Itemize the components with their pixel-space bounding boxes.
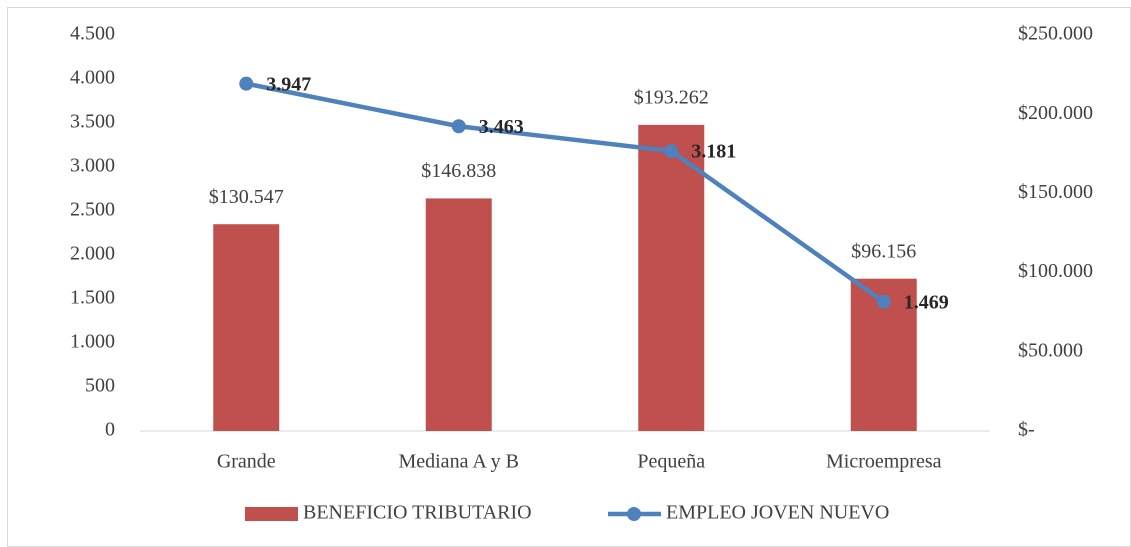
y-tick-label: 3.000: [70, 155, 115, 177]
bar-value-label: $146.838: [421, 160, 496, 182]
y-tick-label: 4.000: [70, 67, 115, 89]
y2-tick-label: $100.000: [1018, 260, 1093, 282]
line-value-label: 3.947: [266, 73, 311, 95]
x-tick-label: Grande: [217, 451, 276, 473]
x-tick-label: Pequeña: [637, 451, 705, 473]
legend-label: EMPLEO JOVEN NUEVO: [666, 502, 889, 524]
y2-tick-label: $-: [1018, 419, 1035, 441]
line-point: [239, 76, 254, 91]
legend-swatch: [627, 507, 641, 521]
y-tick-label: 0: [105, 419, 115, 441]
bar: [638, 124, 705, 432]
y-tick-label: 4.500: [70, 23, 115, 45]
x-tick-label: Microempresa: [826, 451, 942, 473]
y2-tick-label: $50.000: [1018, 339, 1083, 361]
line-value-label: 1.469: [904, 291, 949, 313]
bar-value-label: $130.547: [209, 186, 284, 208]
x-tick-label: Mediana A y B: [398, 451, 519, 473]
y-tick-label: 500: [85, 375, 115, 397]
y-tick-label: 3.500: [70, 111, 115, 133]
y2-tick-label: $150.000: [1018, 181, 1093, 203]
chart-frame: [7, 7, 1131, 547]
line-point: [451, 119, 466, 134]
y-tick-label: 2.500: [70, 199, 115, 221]
line-value-label: 3.181: [691, 141, 736, 163]
bar-value-label: $96.156: [851, 240, 916, 262]
y-tick-label: 1.000: [70, 331, 115, 353]
bar: [425, 198, 492, 431]
y-tick-label: 1.500: [70, 287, 115, 309]
bar-value-label: $193.262: [634, 86, 709, 108]
line: [245, 81, 886, 304]
y2-tick-label: $200.000: [1018, 102, 1093, 124]
legend-label: BENEFICIO TRIBUTARIO: [303, 502, 532, 524]
line-point: [876, 294, 891, 309]
bar: [213, 224, 280, 431]
y-tick-label: 2.000: [70, 243, 115, 265]
line-value-label: 3.463: [479, 116, 524, 138]
legend-swatch: [245, 507, 298, 521]
line-point: [664, 144, 679, 159]
y2-tick-label: $250.000: [1018, 23, 1093, 45]
